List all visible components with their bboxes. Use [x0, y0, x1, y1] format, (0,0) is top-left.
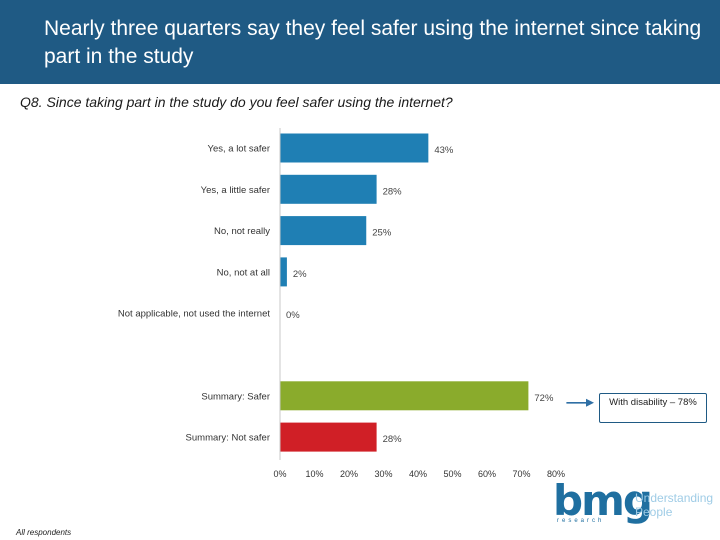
- x-tick-label: 20%: [340, 469, 358, 479]
- category-label: Summary: Safer: [201, 391, 270, 402]
- logo-tagline: Understanding People: [635, 491, 714, 519]
- bar: [280, 174, 377, 204]
- x-tick-label: 80%: [547, 469, 565, 479]
- data-label: 28%: [383, 186, 403, 197]
- x-tick-label: 10%: [305, 469, 323, 479]
- data-label: 43%: [434, 145, 454, 156]
- category-label: Summary: Not safer: [186, 433, 270, 444]
- category-label: Yes, a lot safer: [208, 144, 271, 155]
- category-label: No, not at all: [217, 267, 270, 278]
- data-label: 0%: [286, 310, 300, 321]
- data-label: 72%: [534, 393, 554, 404]
- category-label: No, not really: [214, 226, 270, 237]
- bar: [280, 216, 367, 246]
- disability-callout: With disability – 78%: [599, 393, 707, 423]
- logo-subtext: research: [557, 518, 605, 524]
- callout-arrow-head: [586, 398, 594, 407]
- bar: [280, 133, 429, 163]
- data-label: 28%: [383, 434, 403, 445]
- x-tick-label: 30%: [374, 469, 392, 479]
- bar: [280, 381, 529, 411]
- x-tick-label: 40%: [409, 469, 427, 479]
- category-label: Yes, a little safer: [201, 185, 270, 196]
- base-footnote: All respondents: [16, 528, 72, 537]
- data-label: 2%: [293, 269, 307, 280]
- x-tick-label: 50%: [443, 469, 461, 479]
- title-banner: Nearly three quarters say they feel safe…: [0, 0, 720, 84]
- category-label: Not applicable, not used the internet: [118, 309, 270, 320]
- bmg-logo: bmg research Understanding People: [553, 476, 718, 528]
- bar: [280, 257, 287, 287]
- x-tick-label: 70%: [512, 469, 530, 479]
- data-label: 25%: [372, 228, 392, 239]
- bar: [280, 422, 377, 452]
- page-title: Nearly three quarters say they feel safe…: [44, 17, 702, 68]
- logo-wordmark: bmg: [553, 476, 653, 525]
- x-tick-label: 0%: [273, 469, 286, 479]
- question-text: Q8. Since taking part in the study do yo…: [20, 94, 453, 110]
- x-tick-label: 60%: [478, 469, 496, 479]
